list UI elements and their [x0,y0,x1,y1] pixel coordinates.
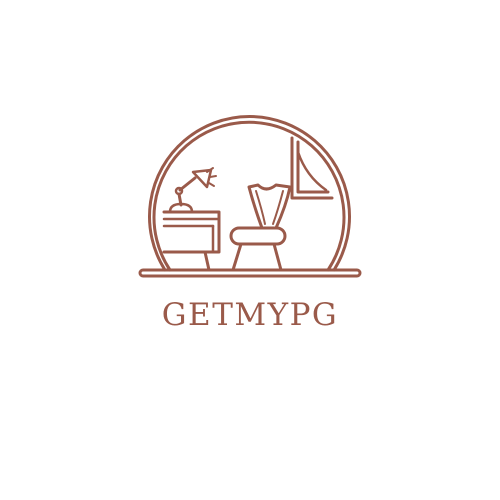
chair-icon [229,183,292,272]
arch-frame-icon [148,115,351,272]
desk-icon [162,210,221,272]
floor-line-icon [138,268,362,278]
window-curtain-icon [290,136,334,200]
brand-name: GETMYPG [161,297,339,333]
desk-lamp-icon [168,167,217,214]
